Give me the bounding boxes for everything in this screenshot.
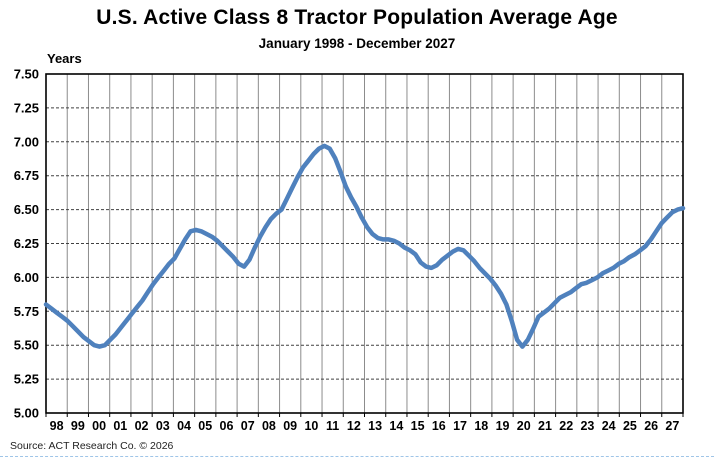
svg-text:19: 19: [496, 419, 510, 433]
svg-text:99: 99: [71, 419, 85, 433]
svg-text:13: 13: [368, 419, 382, 433]
y-axis-tick-labels: 7.50 7.25 7.00 6.75 6.50 6.25 6.00 5.75 5.50 5.25…: [14, 67, 39, 421]
svg-text:02: 02: [135, 419, 149, 433]
svg-text:23: 23: [580, 419, 594, 433]
y-axis-title: Years: [47, 51, 82, 66]
svg-text:12: 12: [347, 419, 361, 433]
horizontal-gridlines: [46, 107, 683, 380]
chart-title: U.S. Active Class 8 Tractor Population A…: [96, 6, 618, 29]
svg-text:7.25: 7.25: [14, 100, 39, 115]
x-axis-tick-labels: 98 99 00 01 02 03 04 05 06 07 08 09 10 11 12 13 14 15 16 17…: [50, 419, 680, 433]
svg-text:5.75: 5.75: [14, 304, 39, 319]
svg-text:26: 26: [644, 419, 658, 433]
svg-text:7.00: 7.00: [14, 134, 39, 149]
svg-text:08: 08: [262, 419, 276, 433]
svg-text:15: 15: [411, 419, 425, 433]
svg-text:5.50: 5.50: [14, 338, 39, 353]
svg-text:04: 04: [177, 419, 191, 433]
svg-text:6.00: 6.00: [14, 270, 39, 285]
svg-text:6.75: 6.75: [14, 168, 39, 183]
svg-text:07: 07: [241, 419, 255, 433]
svg-text:98: 98: [50, 419, 64, 433]
svg-text:20: 20: [517, 419, 531, 433]
svg-text:21: 21: [538, 419, 552, 433]
svg-text:6.25: 6.25: [14, 236, 39, 251]
chart-subtitle: January 1998 - December 2027: [258, 36, 456, 51]
svg-text:27: 27: [665, 419, 679, 433]
svg-text:11: 11: [326, 419, 339, 433]
source-note: Source: ACT Research Co. © 2026: [10, 440, 174, 452]
svg-text:05: 05: [198, 419, 212, 433]
data-line-series: [43, 143, 686, 349]
svg-text:09: 09: [283, 419, 297, 433]
svg-text:16: 16: [432, 419, 446, 433]
svg-text:06: 06: [220, 419, 234, 433]
svg-text:00: 00: [92, 419, 106, 433]
svg-text:6.50: 6.50: [14, 202, 39, 217]
x-tick-marks: [45, 413, 684, 417]
svg-text:17: 17: [453, 419, 467, 433]
page-break-line: [0, 456, 714, 457]
svg-text:03: 03: [156, 419, 170, 433]
svg-text:24: 24: [602, 419, 616, 433]
svg-text:18: 18: [474, 419, 488, 433]
svg-text:5.25: 5.25: [14, 372, 39, 387]
svg-text:10: 10: [304, 419, 318, 433]
svg-text:14: 14: [389, 419, 403, 433]
svg-text:7.50: 7.50: [14, 67, 39, 82]
svg-text:5.00: 5.00: [14, 406, 39, 421]
svg-text:01: 01: [113, 419, 127, 433]
svg-text:25: 25: [623, 419, 637, 433]
svg-text:22: 22: [559, 419, 573, 433]
